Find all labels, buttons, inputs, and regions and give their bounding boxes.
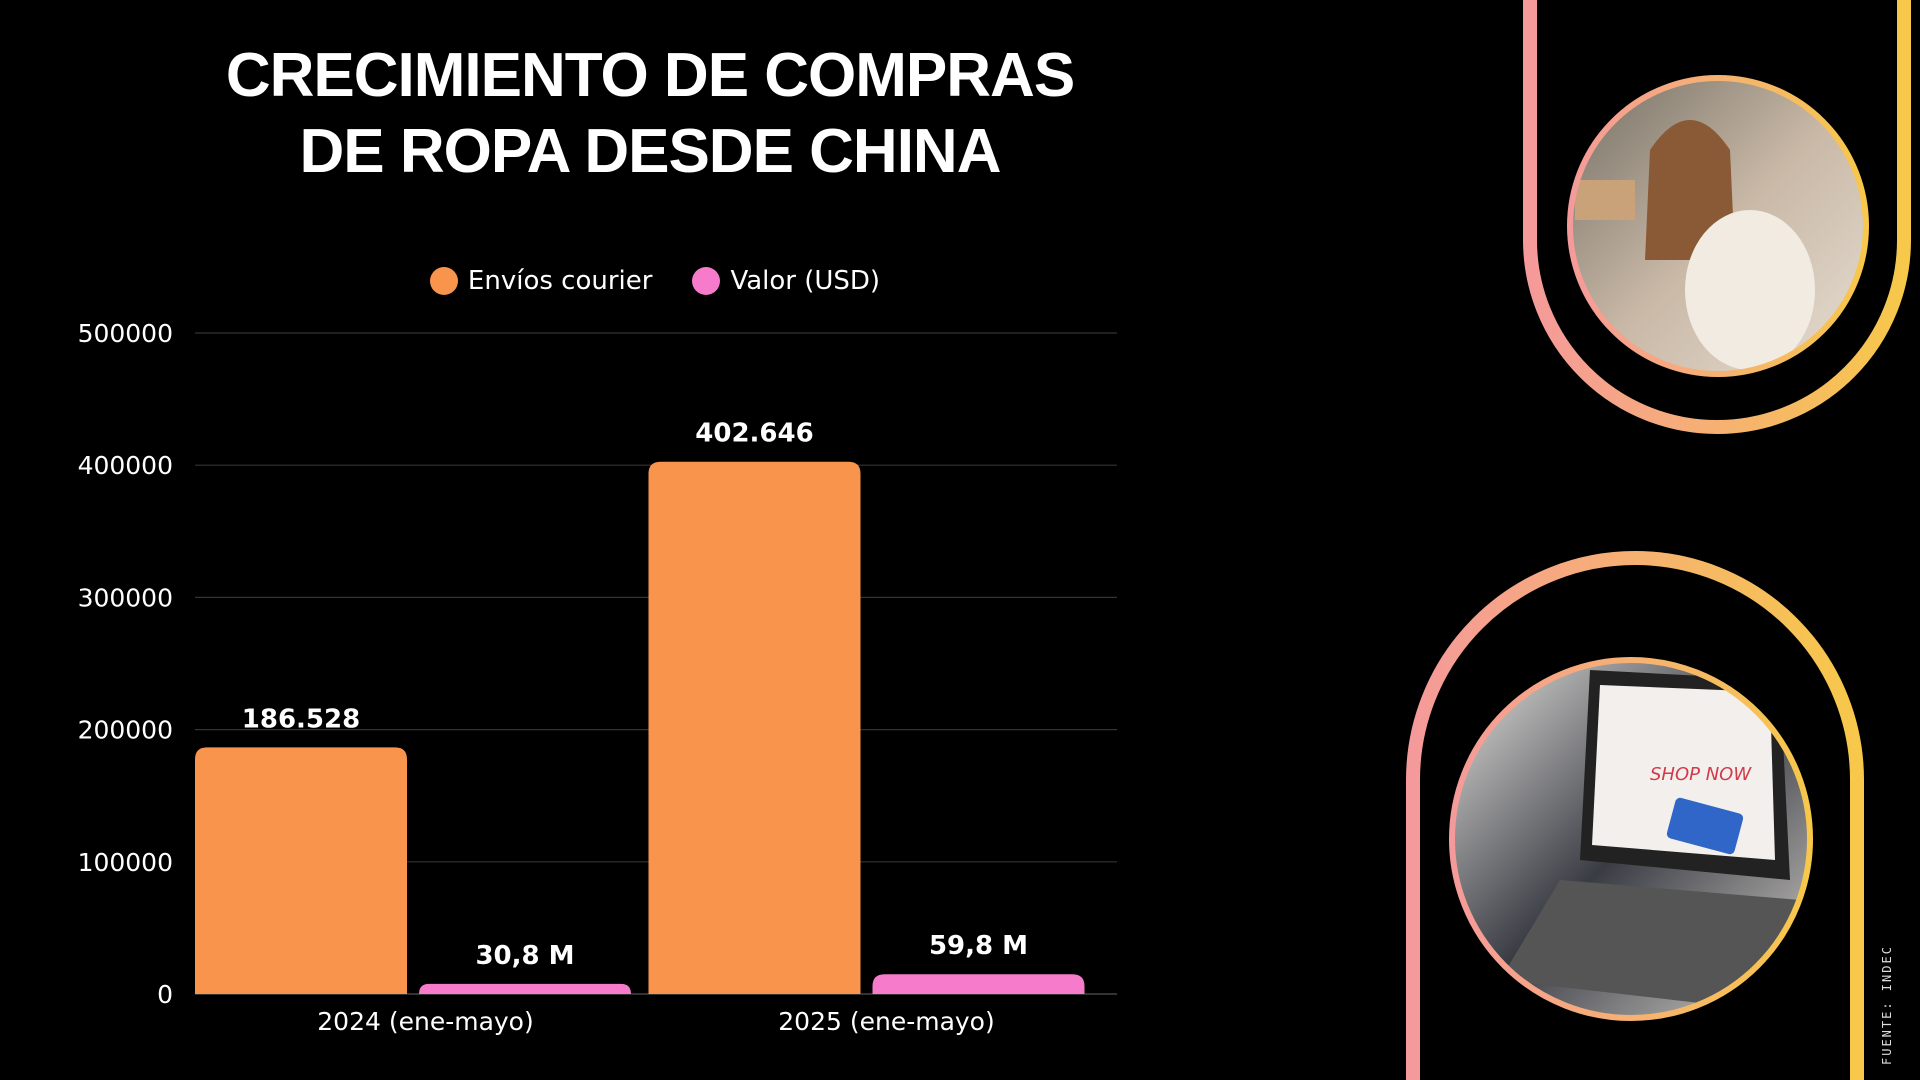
chart-title: CRECIMIENTO DE COMPRAS DE ROPA DESDE CHI… (150, 38, 1150, 190)
legend-label-envios: Envíos courier (467, 266, 653, 296)
photo-laptop-shopping: SHOP NOW (1454, 662, 1808, 1016)
legend: Envíos courier Valor (USD) (0, 266, 1310, 296)
legend-item-valor: Valor (USD) (692, 266, 880, 296)
legend-swatch-valor (692, 267, 721, 295)
legend-swatch-envios (429, 267, 458, 295)
legend-item-envios: Envíos courier (429, 266, 653, 296)
title-line-2: DE ROPA DESDE CHINA (299, 117, 1002, 186)
legend-label-valor: Valor (USD) (730, 266, 881, 296)
bottom-arch-frame (1406, 551, 1864, 1080)
title-line-1: CRECIMIENTO DE COMPRAS (225, 41, 1075, 110)
top-u-frame (1523, 0, 1911, 434)
photo-woman-sweater (1572, 80, 1864, 372)
source-note: FUENTE: INDEC (1880, 945, 1894, 1065)
svg-text:SHOP NOW: SHOP NOW (1650, 764, 1752, 785)
